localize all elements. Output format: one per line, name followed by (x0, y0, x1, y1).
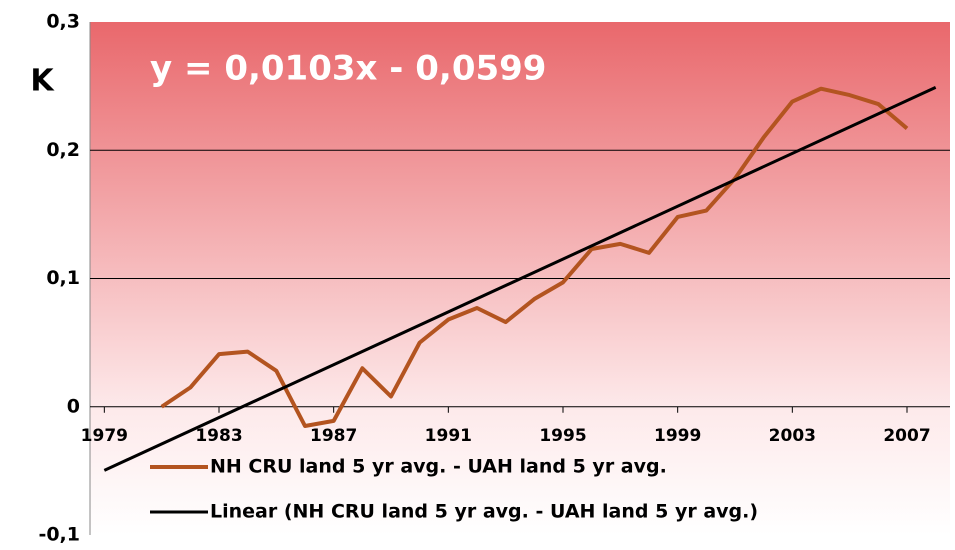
y-axis-label: K (30, 64, 55, 99)
x-tick-label: 2007 (883, 426, 930, 446)
equation: y = 0,0103x - 0,0599 (150, 49, 546, 89)
y-tick-label: -0,1 (38, 524, 80, 546)
y-tick-label: 0 (67, 395, 80, 417)
series-line (103, 86, 937, 472)
y-tick-label: 0,3 (46, 11, 80, 33)
x-tick-label: 1979 (81, 426, 128, 446)
x-tick-label: 1983 (195, 426, 242, 446)
x-tick-label: 1999 (654, 426, 701, 446)
x-tick-label: 1987 (310, 426, 357, 446)
y-tick-label: 0,2 (46, 139, 80, 161)
series-line (160, 86, 909, 428)
y-tick-label: 0,1 (46, 267, 80, 289)
legend-label: NH CRU land 5 yr avg. - UAH land 5 yr av… (210, 456, 667, 478)
x-tick-label: 1995 (539, 426, 586, 446)
legend-label: Linear (NH CRU land 5 yr avg. - UAH land… (210, 501, 758, 523)
x-tick-label: 1991 (425, 426, 472, 446)
x-tick-label: 2003 (769, 426, 816, 446)
